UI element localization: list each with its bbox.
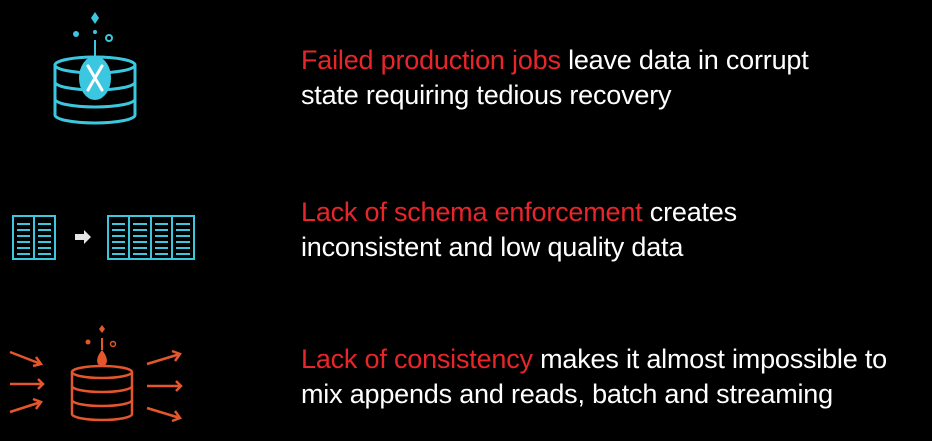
database-concurrent-writes-icon [5,322,190,434]
item-text: Lack of schema enforcement creates incon… [301,195,737,265]
database-failed-icon [45,10,145,130]
line1-text: makes it almost impossible to [532,344,887,374]
item-text: Failed production jobs leave data in cor… [301,43,809,113]
line1-text: leave data in corrupt [560,45,809,75]
highlight-text: Failed production jobs [301,45,561,75]
line1-text: creates [642,197,737,227]
item-failed-jobs: Failed production jobs leave data in cor… [0,0,932,140]
item-schema-enforcement: Lack of schema enforcement creates incon… [0,195,932,285]
item-text: Lack of consistency makes it almost impo… [301,342,887,412]
line2-text: inconsistent and low quality data [301,232,684,262]
highlight-text: Lack of schema enforcement [301,197,643,227]
line2-text: mix appends and reads, batch and streami… [301,379,833,409]
highlight-text: Lack of consistency [301,344,533,374]
line2-text: state requiring tedious recovery [301,80,672,110]
item-consistency: Lack of consistency makes it almost impo… [0,320,932,441]
schema-table-transform-icon [10,212,200,262]
